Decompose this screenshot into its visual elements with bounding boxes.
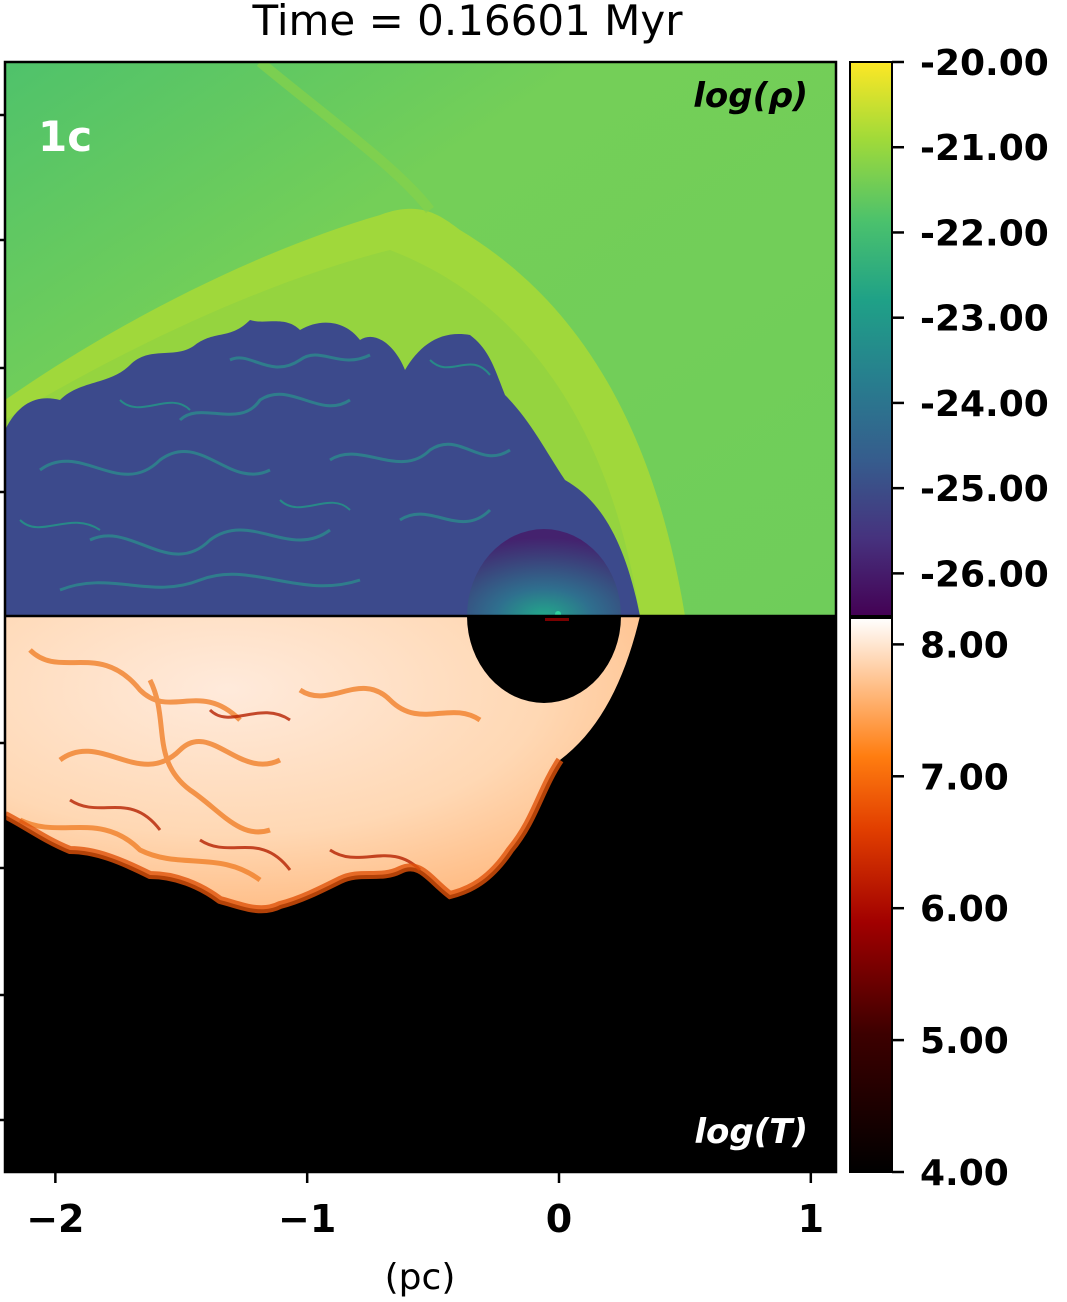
colorbar-tick-label: 8.00	[920, 625, 1009, 666]
x-axis: −2 −1 0 1	[26, 1172, 824, 1241]
colorbar-tick-label: -26.00	[920, 554, 1049, 595]
colorbar-tick-label: 5.00	[920, 1021, 1009, 1062]
temperature-panel	[5, 616, 836, 1172]
density-panel	[5, 62, 836, 616]
colorbar-tick-label: -22.00	[920, 213, 1049, 254]
colorbar-tick-label: 6.00	[920, 889, 1009, 930]
density-field-label: log(ρ)	[693, 76, 808, 116]
colorbar-tick-label: -21.00	[920, 128, 1049, 169]
colorbar-tick-label: -20.00	[920, 43, 1049, 84]
x-tick-label: −1	[278, 1197, 336, 1241]
colorbar-tick-label: 7.00	[920, 757, 1009, 798]
colorbar-tick-label: -24.00	[920, 384, 1049, 425]
x-axis-label: (pc)	[384, 1257, 456, 1298]
figure-title: Time = 0.16601 Myr	[252, 0, 683, 45]
left-ticks	[0, 113, 5, 1122]
x-tick-label: 0	[546, 1197, 572, 1241]
density-colorbar	[849, 61, 893, 617]
colorbar-tick-label: 4.00	[920, 1153, 1009, 1194]
temperature-colorbar	[849, 617, 893, 1173]
temperature-colorbar-ticks: 8.00 7.00 6.00 5.00 4.00	[892, 625, 1009, 1194]
colorbar-tick-label: -25.00	[920, 469, 1049, 510]
colorbar-tick-label: -23.00	[920, 299, 1049, 340]
x-tick-label: 1	[798, 1197, 824, 1241]
temperature-field-label: log(T)	[694, 1112, 808, 1152]
density-colorbar-ticks: -20.00 -21.00 -22.00 -23.00 -24.00 -25.00 -26.…	[892, 43, 1049, 595]
x-tick-label: −2	[26, 1197, 84, 1241]
panel-label: 1c	[38, 112, 92, 161]
